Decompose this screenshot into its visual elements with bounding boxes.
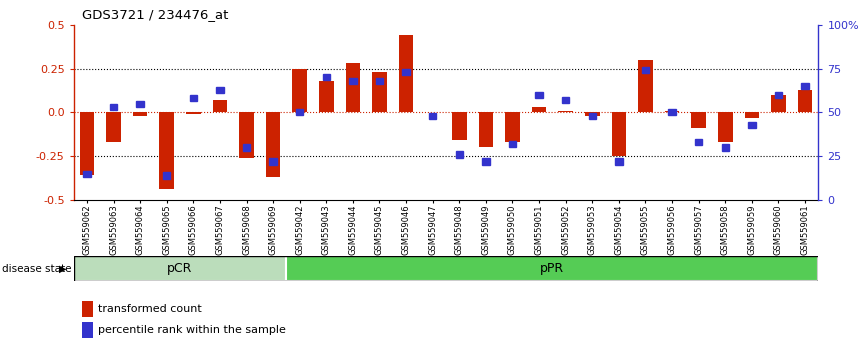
Bar [322, 74, 330, 80]
Bar [505, 113, 520, 142]
Bar [110, 104, 117, 110]
Bar [136, 101, 144, 107]
Bar [80, 113, 94, 176]
Bar [186, 113, 201, 114]
Bar [266, 113, 281, 177]
Bar [562, 97, 570, 103]
Bar [107, 113, 121, 142]
Bar [691, 113, 706, 128]
Bar [775, 92, 782, 98]
Bar [665, 111, 680, 113]
Bar [638, 60, 653, 113]
Bar [269, 158, 277, 165]
Bar [535, 92, 543, 98]
Bar [642, 67, 650, 73]
Bar [74, 256, 287, 281]
Bar [771, 95, 785, 113]
Bar [190, 95, 197, 102]
Bar [132, 113, 147, 116]
Bar [748, 121, 756, 128]
Bar [287, 256, 818, 281]
Text: GDS3721 / 234476_at: GDS3721 / 234476_at [82, 8, 229, 21]
Bar [293, 69, 307, 113]
Bar [585, 113, 599, 116]
Text: ▶: ▶ [60, 264, 67, 274]
Bar [798, 90, 812, 113]
Bar [163, 172, 171, 178]
Bar [615, 158, 623, 165]
Bar [346, 63, 360, 113]
Bar [403, 69, 410, 75]
Bar [319, 81, 333, 113]
Bar [239, 113, 254, 158]
Bar [216, 86, 223, 93]
Bar [452, 113, 467, 141]
Bar [83, 171, 91, 177]
Bar [456, 152, 463, 158]
Bar [398, 35, 413, 113]
Bar [695, 139, 702, 145]
Bar [242, 144, 250, 150]
Bar [159, 113, 174, 189]
Bar [508, 141, 516, 147]
Bar [801, 83, 809, 89]
Text: pPR: pPR [540, 262, 565, 275]
Bar [372, 72, 387, 113]
Text: disease state: disease state [2, 264, 71, 274]
Bar [479, 113, 494, 147]
Bar [718, 113, 733, 142]
Bar [589, 113, 596, 119]
Text: transformed count: transformed count [98, 304, 202, 314]
Bar [429, 113, 436, 119]
Bar [482, 158, 489, 165]
Bar [349, 78, 357, 84]
Bar [376, 78, 384, 84]
Bar [296, 109, 303, 115]
Bar [532, 107, 546, 113]
Bar [559, 111, 573, 113]
Bar [669, 109, 675, 115]
Text: pCR: pCR [167, 262, 193, 275]
Bar [745, 113, 759, 118]
Text: percentile rank within the sample: percentile rank within the sample [98, 325, 286, 335]
Bar [721, 144, 729, 150]
Bar [611, 113, 626, 156]
Bar [212, 100, 227, 113]
